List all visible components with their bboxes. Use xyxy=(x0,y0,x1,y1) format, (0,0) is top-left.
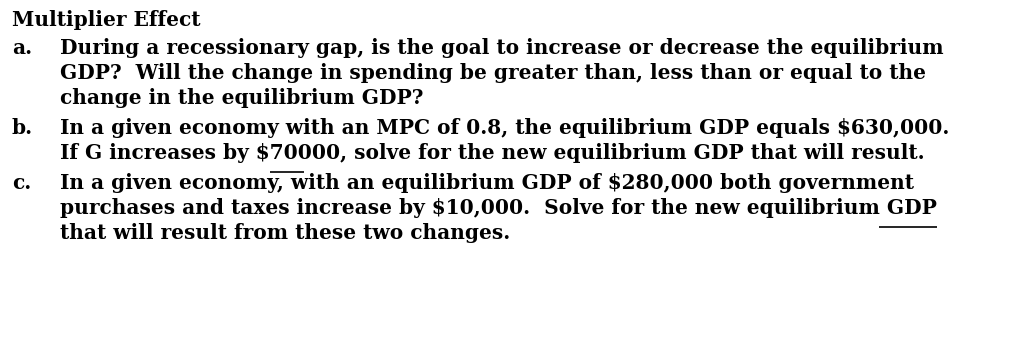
Text: GDP?  Will the change in spending be greater than, less than or equal to the: GDP? Will the change in spending be grea… xyxy=(60,63,926,83)
Text: change in the equilibrium GDP?: change in the equilibrium GDP? xyxy=(60,88,423,108)
Text: If G increases by: If G increases by xyxy=(60,143,248,163)
Text: During a recessionary gap, is the goal to increase or decrease the equilibrium: During a recessionary gap, is the goal t… xyxy=(60,38,944,58)
Text: that will result from these two changes.: that will result from these two changes. xyxy=(60,223,510,243)
Text: c.: c. xyxy=(12,173,32,193)
Text: If G increases by $70000, solve for the new equilibrium GDP that will result.: If G increases by $70000, solve for the … xyxy=(60,143,924,163)
Text: If G increases: If G increases xyxy=(60,143,223,163)
Text: In a given economy with an MPC of 0.8, the equilibrium GDP equals $630,000.: In a given economy with an MPC of 0.8, t… xyxy=(60,118,950,138)
Text: purchases and taxes increase by $10,000.  Solve for the new: purchases and taxes increase by $10,000.… xyxy=(60,198,740,218)
Text: a.: a. xyxy=(12,38,33,58)
Text: b.: b. xyxy=(12,118,34,138)
Text: Multiplier Effect: Multiplier Effect xyxy=(12,10,201,30)
Text: purchases and taxes increase by $10,000.  Solve for the: purchases and taxes increase by $10,000.… xyxy=(60,198,695,218)
Text: purchases and taxes increase by $10,000.  Solve for the new equilibrium GDP: purchases and taxes increase by $10,000.… xyxy=(60,198,937,218)
Text: In a given economy, with an equilibrium GDP of $280,000 both government: In a given economy, with an equilibrium … xyxy=(60,173,914,193)
